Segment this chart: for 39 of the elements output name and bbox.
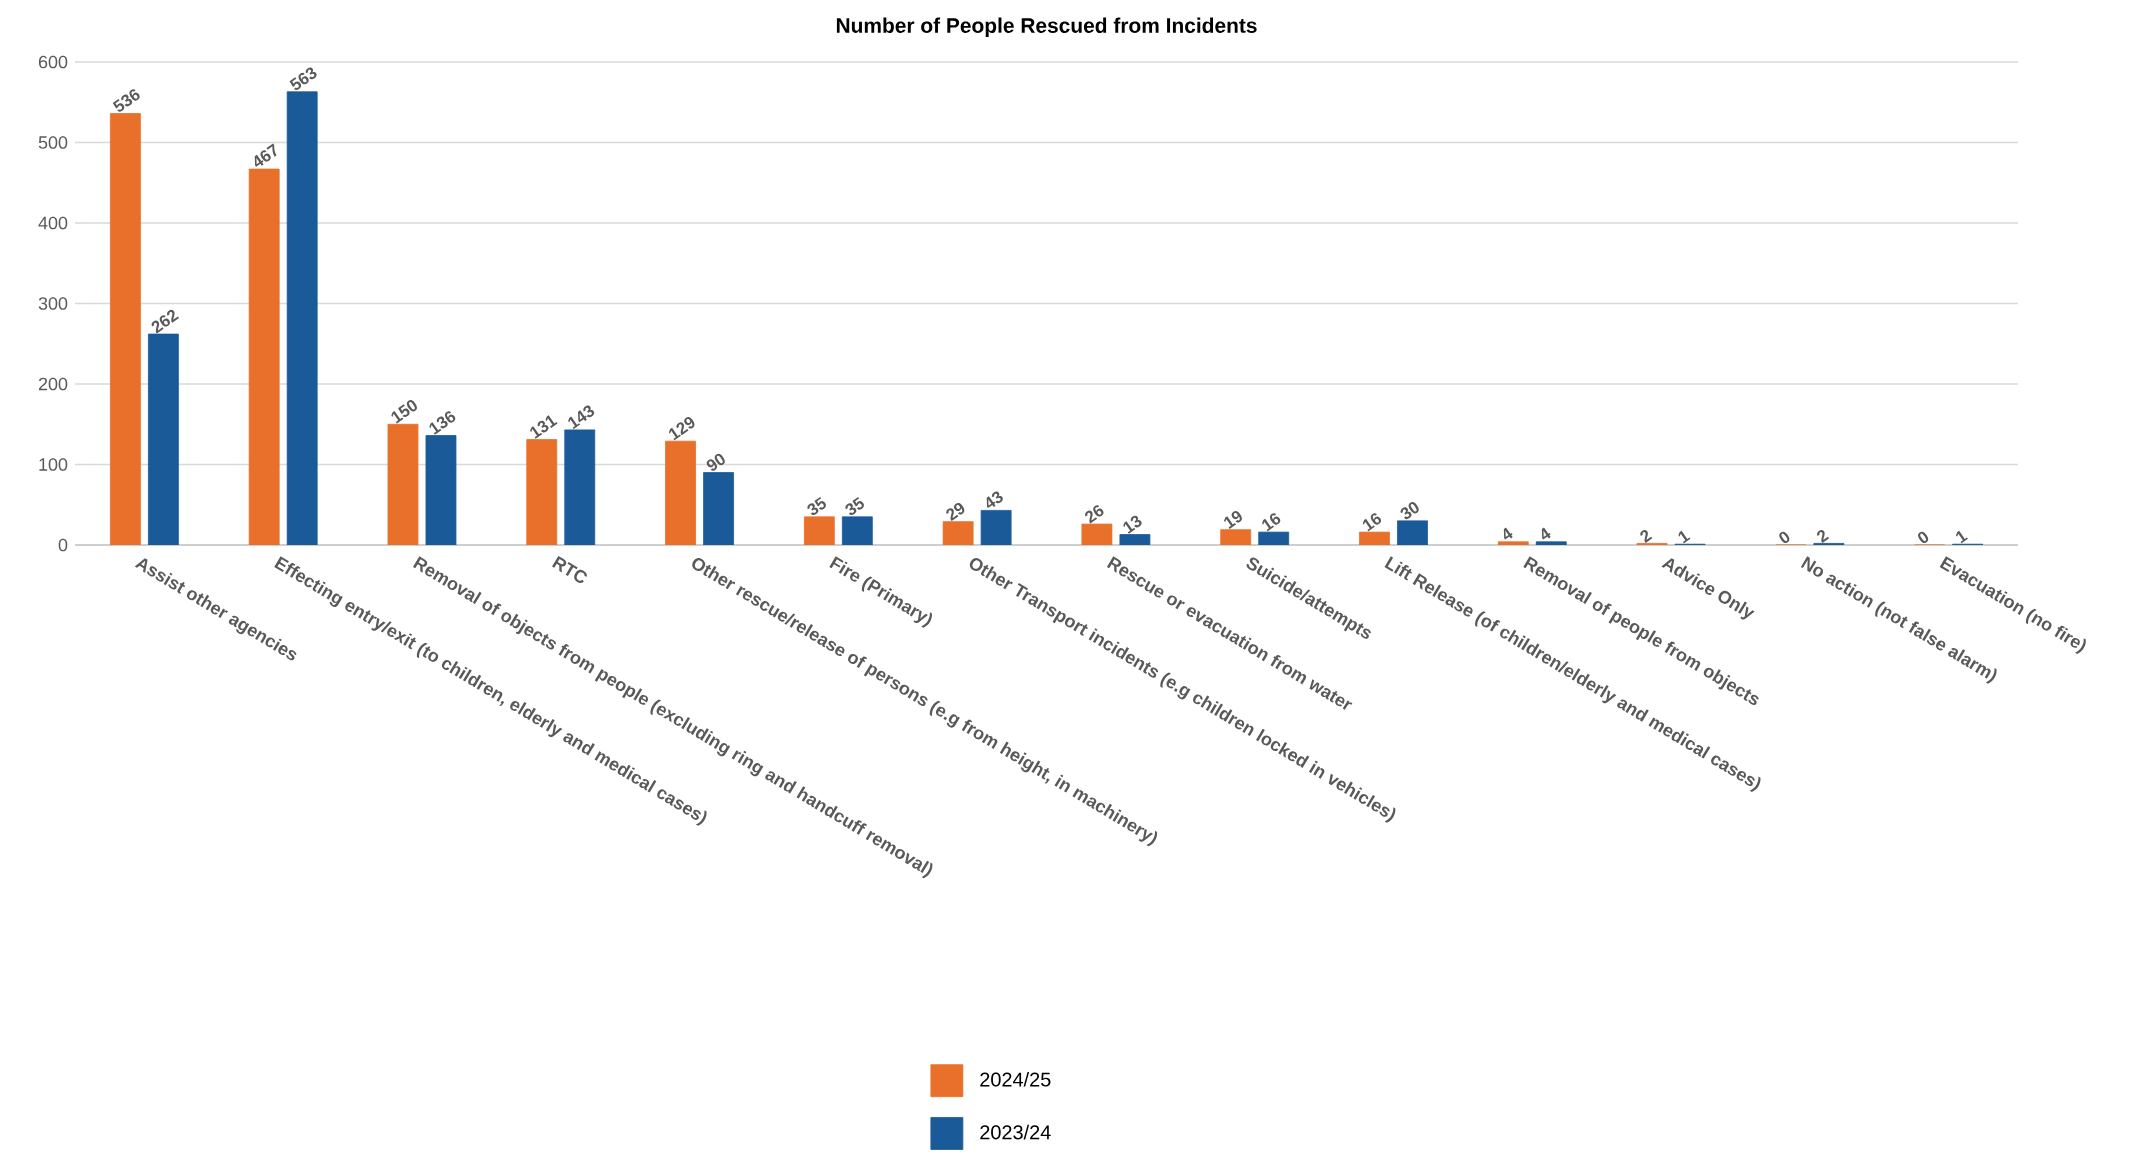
data-label: 131 — [530, 415, 558, 439]
data-label: 2 — [1817, 529, 1830, 543]
data-label: 4 — [1541, 527, 1551, 540]
chart-title: Number of People Rescued from Incidents — [836, 17, 1257, 37]
data-label: 19 — [1224, 510, 1242, 529]
data-label: 467 — [254, 143, 277, 167]
data-label: 4 — [1503, 527, 1513, 540]
data-label: 0 — [1779, 531, 1790, 543]
data-label: 35 — [845, 496, 864, 516]
data-label: 563 — [289, 67, 317, 91]
data-label: 536 — [112, 89, 140, 112]
y-tick-label: 0 — [58, 538, 68, 552]
y-tick-label: 600 — [38, 55, 68, 69]
data-label: 0 — [1918, 531, 1929, 543]
data-label: 16 — [1362, 513, 1382, 532]
y-tick-label: 500 — [38, 136, 68, 149]
data-label: 129 — [668, 417, 695, 441]
data-label: 143 — [568, 405, 595, 430]
y-tick-label: 200 — [38, 377, 68, 391]
data-label: 43 — [986, 491, 1003, 509]
y-tick-label: 300 — [38, 297, 68, 310]
data-label: 2 — [1640, 529, 1653, 543]
legend-label: 2023/24 — [980, 1124, 1051, 1140]
data-label: 136 — [429, 411, 456, 435]
data-label: 13 — [1123, 515, 1142, 534]
data-label: 26 — [1085, 505, 1104, 524]
data-label: 90 — [706, 453, 725, 471]
data-label: 29 — [946, 502, 965, 522]
data-label: 262 — [151, 309, 179, 334]
data-label: 16 — [1262, 513, 1281, 532]
data-label: 150 — [391, 400, 417, 424]
legend-label: 2024/25 — [980, 1071, 1051, 1087]
data-label: 1 — [1955, 530, 1968, 544]
y-tick-label: 400 — [38, 216, 68, 230]
data-label: 1 — [1678, 530, 1691, 544]
data-label: 30 — [1400, 502, 1419, 520]
x-tick-label: RTC — [552, 555, 587, 583]
data-label: 35 — [807, 496, 826, 516]
y-tick-label: 100 — [39, 458, 68, 471]
